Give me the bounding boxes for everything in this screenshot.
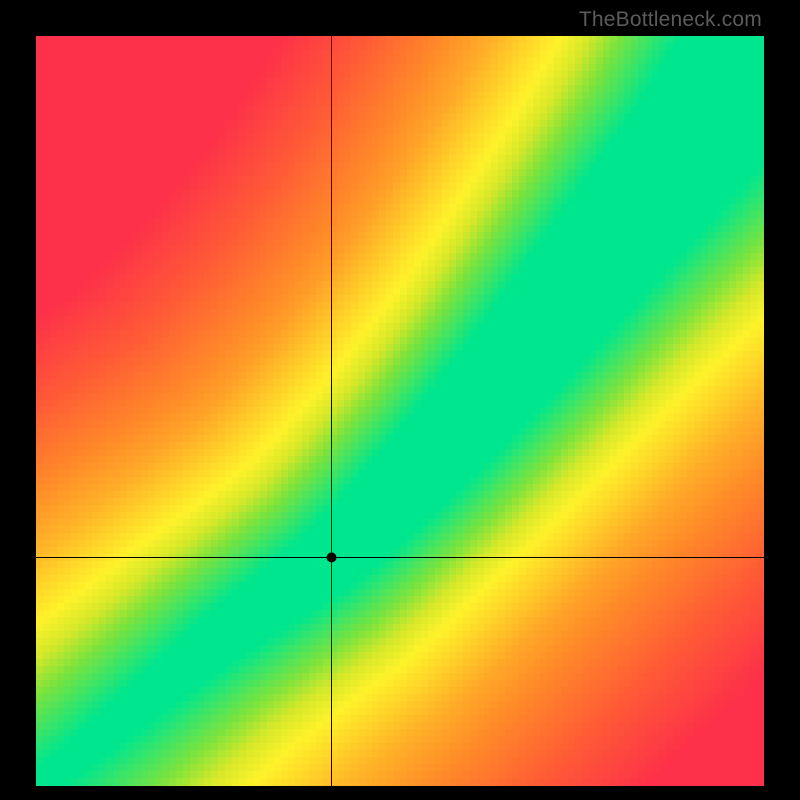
- watermark-text: TheBottleneck.com: [579, 8, 762, 32]
- heatmap-plot-area: [36, 36, 764, 786]
- root: TheBottleneck.com: [0, 0, 800, 800]
- heatmap-canvas: [36, 36, 764, 786]
